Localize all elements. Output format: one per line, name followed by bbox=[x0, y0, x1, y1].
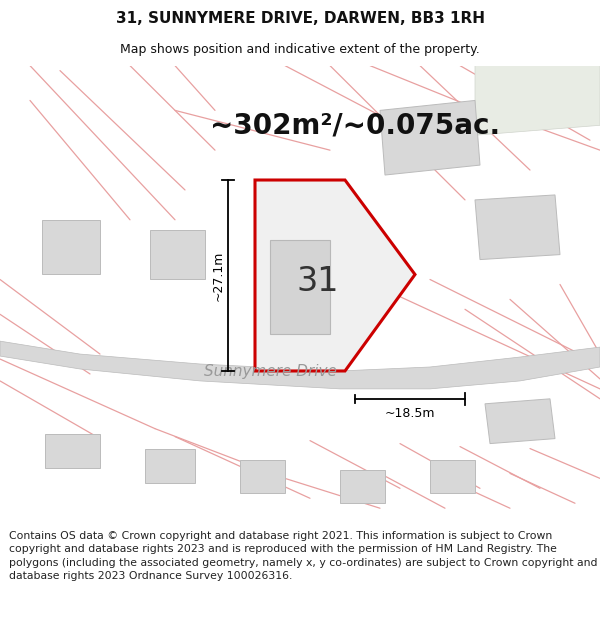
Text: Contains OS data © Crown copyright and database right 2021. This information is : Contains OS data © Crown copyright and d… bbox=[9, 531, 598, 581]
Polygon shape bbox=[145, 449, 195, 483]
Polygon shape bbox=[475, 195, 560, 259]
Polygon shape bbox=[150, 230, 205, 279]
Polygon shape bbox=[485, 399, 555, 444]
Polygon shape bbox=[430, 461, 475, 493]
Text: 31: 31 bbox=[297, 265, 339, 298]
Text: Map shows position and indicative extent of the property.: Map shows position and indicative extent… bbox=[120, 42, 480, 56]
Polygon shape bbox=[255, 180, 415, 371]
Text: Sunnymere Drive: Sunnymere Drive bbox=[203, 364, 337, 379]
Polygon shape bbox=[0, 341, 600, 389]
Text: ~27.1m: ~27.1m bbox=[212, 250, 224, 301]
Polygon shape bbox=[42, 220, 100, 274]
Polygon shape bbox=[45, 434, 100, 469]
Polygon shape bbox=[240, 461, 285, 493]
Text: 31, SUNNYMERE DRIVE, DARWEN, BB3 1RH: 31, SUNNYMERE DRIVE, DARWEN, BB3 1RH bbox=[115, 11, 485, 26]
Polygon shape bbox=[380, 101, 480, 175]
Text: ~302m²/~0.075ac.: ~302m²/~0.075ac. bbox=[210, 111, 500, 139]
Polygon shape bbox=[270, 239, 330, 334]
Polygon shape bbox=[475, 66, 600, 135]
Polygon shape bbox=[340, 471, 385, 503]
Text: ~18.5m: ~18.5m bbox=[385, 408, 435, 420]
